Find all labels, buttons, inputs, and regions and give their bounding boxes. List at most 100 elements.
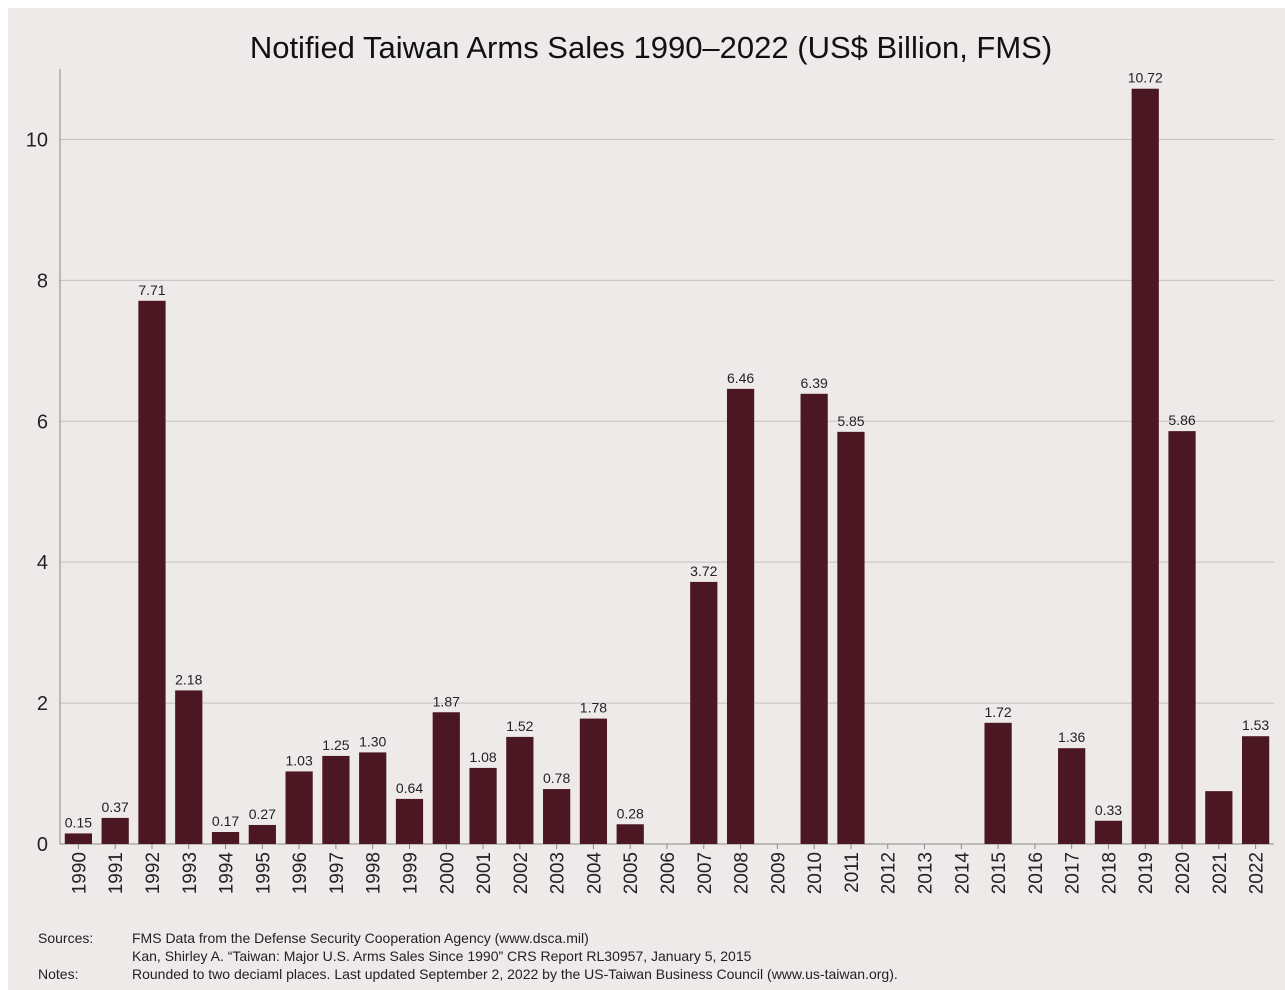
x-tick-label: 2015 (989, 852, 1010, 894)
data-label-2015: 1.72 (984, 704, 1011, 720)
y-tick-label: 0 (37, 834, 48, 856)
bar-2018 (1094, 820, 1123, 844)
bar-1997 (322, 755, 350, 844)
x-tick-label: 1998 (364, 852, 385, 894)
x-tick-label: 1995 (253, 852, 274, 894)
data-label-1991: 0.37 (102, 799, 129, 815)
x-tick-label: 2021 (1210, 852, 1231, 894)
data-label-1990: 0.15 (65, 814, 92, 830)
y-tick-label: 10 (26, 129, 48, 151)
chart-panel: Notified Taiwan Arms Sales 1990–2022 (US… (8, 8, 1285, 990)
bar-2002 (506, 736, 534, 844)
axes (59, 69, 1274, 849)
data-label-1998: 1.30 (359, 733, 386, 749)
bar-1996 (285, 771, 313, 844)
data-label-1996: 1.03 (285, 752, 312, 768)
bar-2020 (1168, 431, 1196, 844)
y-tick-label: 8 (37, 270, 48, 292)
x-tick-label: 2000 (437, 852, 458, 894)
x-tick-label: 2017 (1063, 852, 1084, 894)
data-label-2005: 0.28 (617, 805, 644, 821)
bar-1993 (175, 690, 203, 844)
x-tick-label: 2012 (879, 852, 900, 894)
notes-label: Notes: (38, 966, 79, 982)
x-tick-label: 2018 (1099, 852, 1120, 894)
bar-2015 (984, 722, 1012, 844)
bar-1995 (248, 824, 276, 844)
x-tick-label: 2008 (732, 852, 753, 894)
gridlines (60, 138, 1274, 704)
x-tick-label: 1992 (143, 852, 164, 894)
bar-2001 (469, 767, 497, 844)
data-label-2011: 5.85 (837, 413, 864, 429)
data-label-2020: 5.86 (1168, 412, 1195, 428)
notes-row: Notes: Rounded to two deciaml places. La… (38, 965, 898, 983)
x-tick-label: 2019 (1136, 852, 1157, 894)
value-labels: 0.15 0.37 7.71 2.18 0.17 0.27 1.03 1.25 1.30 0.64… (65, 70, 1270, 831)
data-label-2004: 1.78 (580, 700, 607, 716)
x-tick-label: 1990 (69, 852, 90, 894)
bar-2022 (1241, 736, 1270, 844)
sources-row: Sources: FMS Data from the Defense Secur… (38, 929, 898, 947)
x-tick-label: 2002 (511, 852, 532, 894)
bar-2008 (726, 388, 755, 844)
x-tick-label: 1997 (327, 852, 348, 894)
data-label-2017: 1.36 (1058, 729, 1085, 745)
data-label-2019: 10.72 (1128, 70, 1163, 86)
bar-2010 (800, 393, 828, 844)
x-tick-label: 2001 (474, 852, 495, 894)
bar-2007 (690, 581, 718, 844)
bar-2017 (1058, 748, 1086, 844)
sources-spacer (38, 947, 132, 965)
data-label-2008: 6.46 (727, 370, 754, 386)
data-label-2010: 6.39 (801, 375, 828, 391)
data-label-1999: 0.64 (396, 780, 423, 796)
bar-1999 (395, 798, 424, 844)
data-label-2003: 0.78 (543, 770, 570, 786)
data-label-2007: 3.72 (690, 563, 717, 579)
data-label-2022: 1.53 (1242, 717, 1269, 733)
bar-2021 (1205, 791, 1233, 844)
data-label-1995: 0.27 (249, 806, 276, 822)
x-tick-label: 2011 (842, 852, 863, 893)
bar-2000 (432, 712, 460, 844)
x-tick-label: 1996 (290, 852, 311, 894)
data-label-1993: 2.18 (175, 671, 202, 687)
x-tick-label: 1991 (106, 852, 127, 894)
x-tick-label: 2007 (695, 852, 716, 894)
x-tick-label: 2022 (1247, 852, 1268, 894)
y-tick-label: 4 (37, 552, 48, 574)
x-tick-label: 1999 (400, 852, 421, 894)
bar-2019 (1131, 88, 1159, 844)
bar-1998 (359, 752, 387, 844)
chart-footer: Sources: FMS Data from the Defense Secur… (38, 929, 898, 983)
sources-line-1: FMS Data from the Defense Security Coope… (132, 930, 589, 946)
y-axis-ticks: 0 2 4 6 8 10 (26, 129, 48, 856)
x-tick-label: 2014 (952, 852, 973, 895)
x-tick-label: 2004 (584, 852, 605, 895)
bar-chart: Notified Taiwan Arms Sales 1990–2022 (US… (26, 30, 1274, 895)
bar-2004 (579, 718, 608, 844)
x-tick-label: 2003 (548, 852, 569, 894)
bar-2005 (616, 824, 644, 844)
x-tick-label: 2020 (1173, 852, 1194, 894)
x-tick-label: 2009 (768, 852, 789, 894)
x-tick-label: 2016 (1026, 852, 1047, 894)
x-tick-label: 2005 (621, 852, 642, 894)
bar-1992 (138, 300, 166, 845)
y-tick-label: 6 (37, 411, 48, 433)
notes-text: Rounded to two deciaml places. Last upda… (132, 966, 898, 982)
data-label-1997: 1.25 (322, 737, 349, 753)
bars (64, 88, 1270, 845)
sources-row-2: Kan, Shirley A. “Taiwan: Major U.S. Arms… (38, 947, 898, 965)
x-tick-label: 2010 (805, 852, 826, 894)
chart-title: Notified Taiwan Arms Sales 1990–2022 (US… (250, 30, 1052, 65)
data-label-2002: 1.52 (506, 718, 533, 734)
x-tick-label: 2013 (916, 852, 937, 894)
bar-1991 (101, 817, 129, 844)
data-label-1994: 0.17 (212, 813, 239, 829)
x-axis-ticks: 1990 1991 1992 1993 1994 1995 1996 1997 1998 1999… (69, 852, 1267, 895)
bar-2003 (543, 789, 571, 844)
bar-1990 (64, 833, 93, 844)
data-label-2000: 1.87 (433, 693, 460, 709)
